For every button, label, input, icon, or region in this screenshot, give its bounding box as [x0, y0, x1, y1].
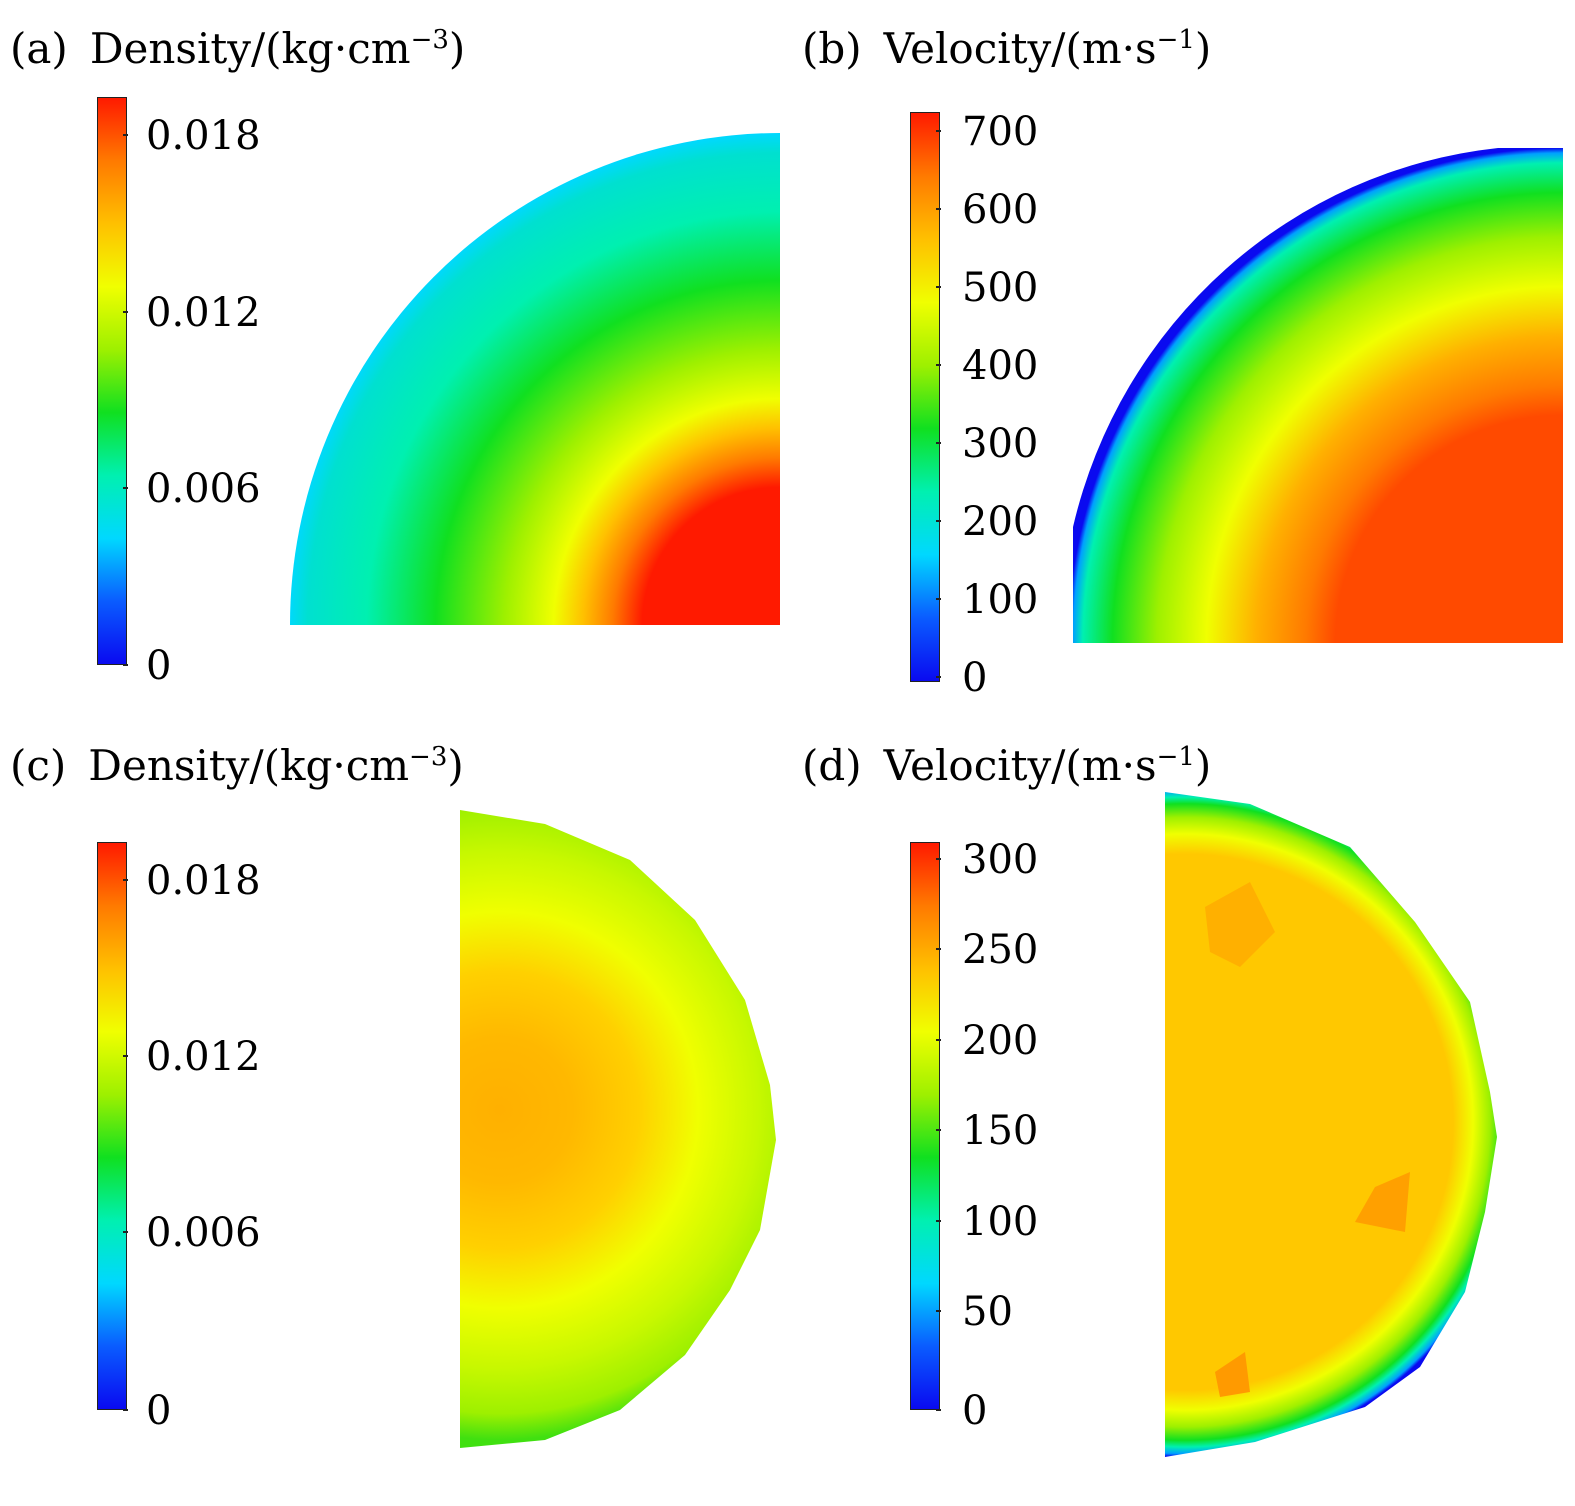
colorbar-tick-mark — [123, 1055, 128, 1057]
panel-c-title: (c) Density/(kg·cm−3) — [10, 742, 464, 787]
panel-a-tick-0: 0.018 — [146, 113, 261, 159]
colorbar-tick-mark — [123, 134, 128, 136]
colorbar-tick-mark — [123, 879, 128, 881]
panel-c-tick-1: 0.012 — [146, 1034, 261, 1080]
colorbar-tick-mark — [936, 286, 941, 288]
panel-b-tick-3: 400 — [962, 343, 1039, 389]
panel-a-tick-2: 0.006 — [146, 466, 261, 512]
panel-c-tick-2: 0.006 — [146, 1210, 261, 1256]
panel-d-tick-4: 100 — [962, 1199, 1039, 1245]
panel-d-contour — [1165, 792, 1497, 1457]
panel-b-tick-6: 100 — [962, 577, 1039, 623]
panel-b-contour — [1073, 148, 1563, 643]
panel-c-colorbar — [97, 842, 127, 1410]
panel-d-title: (d) Velocity/(m·s−1) — [802, 742, 1211, 787]
panel-a-colorbar — [97, 97, 127, 665]
colorbar-tick-mark — [936, 948, 941, 950]
panel-a-label: (a) — [10, 24, 68, 73]
panel-d-title-base: Velocity/(m·s — [883, 741, 1157, 790]
panel-c-title-close: ) — [447, 741, 464, 790]
panel-d-tick-5: 50 — [962, 1289, 1013, 1335]
panel-c-label: (c) — [10, 741, 67, 790]
colorbar-tick-mark — [123, 1231, 128, 1233]
panel-c-half-disk — [460, 810, 776, 1448]
panel-d-tick-3: 150 — [962, 1108, 1039, 1154]
panel-b-title-close: ) — [1194, 24, 1212, 73]
colorbar-tick-mark — [936, 1129, 941, 1131]
colorbar-tick-mark — [123, 1409, 128, 1411]
colorbar-tick-mark — [123, 664, 128, 666]
colorbar-tick-mark — [936, 130, 941, 132]
colorbar-tick-mark — [936, 520, 941, 522]
panel-c-title-exp: −3 — [409, 742, 448, 772]
colorbar-tick-mark — [123, 487, 128, 489]
panel-d-tick-1: 250 — [962, 927, 1039, 973]
panel-d-title-close: ) — [1194, 741, 1212, 790]
colorbar-tick-mark — [936, 1409, 941, 1411]
panel-b-tick-1: 600 — [962, 187, 1039, 233]
panel-c-tick-0: 0.018 — [146, 858, 261, 904]
colorbar-tick-mark — [936, 364, 941, 366]
panel-c-contour — [460, 810, 776, 1448]
panel-b-title-exp: −1 — [1156, 25, 1195, 55]
colorbar-tick-mark — [936, 1310, 941, 1312]
colorbar-tick-mark — [123, 311, 128, 313]
colorbar-tick-mark — [936, 208, 941, 210]
colorbar-tick-mark — [936, 598, 941, 600]
panel-a-title-close: ) — [448, 24, 466, 73]
colorbar-tick-mark — [936, 676, 941, 678]
panel-b-tick-0: 700 — [962, 109, 1039, 155]
panel-d-half-disk — [1165, 792, 1497, 1457]
colorbar-tick-mark — [936, 858, 941, 860]
panel-b-tick-4: 300 — [962, 421, 1039, 467]
panel-b-quarter-disk — [1073, 148, 1563, 643]
panel-d-hotspot-bottom — [1215, 1352, 1250, 1397]
panel-d-title-exp: −1 — [1156, 742, 1195, 772]
panel-d-tick-0: 300 — [962, 837, 1039, 883]
panel-c-tick-3: 0 — [146, 1388, 172, 1434]
panel-d-tick-2: 200 — [962, 1018, 1039, 1064]
panel-b-label: (b) — [802, 24, 862, 73]
panel-d-hotspot-upper — [1205, 882, 1275, 967]
panel-c-title-base: Density/(kg·cm — [88, 741, 410, 790]
panel-a-contour — [290, 133, 780, 625]
panel-a-title: (a) Density/(kg·cm−3) — [10, 25, 465, 70]
colorbar-tick-mark — [936, 1039, 941, 1041]
panel-a-title-exp: −3 — [410, 25, 449, 55]
panel-b-title-base: Velocity/(m·s — [883, 24, 1157, 73]
panel-b-title: (b) Velocity/(m·s−1) — [802, 25, 1211, 70]
panel-a-title-base: Density/(kg·cm — [89, 24, 411, 73]
panel-b-colorbar — [910, 112, 940, 682]
colorbar-tick-mark — [936, 442, 941, 444]
panel-d-label: (d) — [802, 741, 862, 790]
colorbar-tick-mark — [936, 1220, 941, 1222]
panel-d-tick-6: 0 — [962, 1388, 988, 1434]
panel-a-quarter-disk — [290, 133, 780, 625]
panel-b-tick-7: 0 — [962, 655, 988, 701]
panel-b-tick-2: 500 — [962, 265, 1039, 311]
panel-d-hotspot-lower — [1355, 1172, 1410, 1232]
panel-d-colorbar — [910, 842, 940, 1410]
panel-b-tick-5: 200 — [962, 499, 1039, 545]
panel-a-tick-1: 0.012 — [146, 290, 261, 336]
panel-a-tick-3: 0 — [146, 643, 172, 689]
